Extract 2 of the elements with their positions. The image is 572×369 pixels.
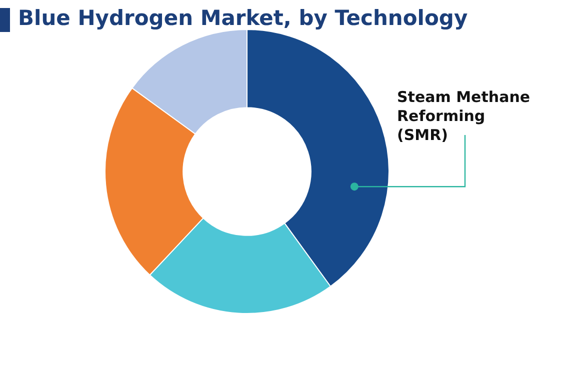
slice-label: Steam Methane Reforming (SMR) [397, 88, 530, 144]
chart-title: Blue Hydrogen Market, by Technology [18, 6, 468, 30]
